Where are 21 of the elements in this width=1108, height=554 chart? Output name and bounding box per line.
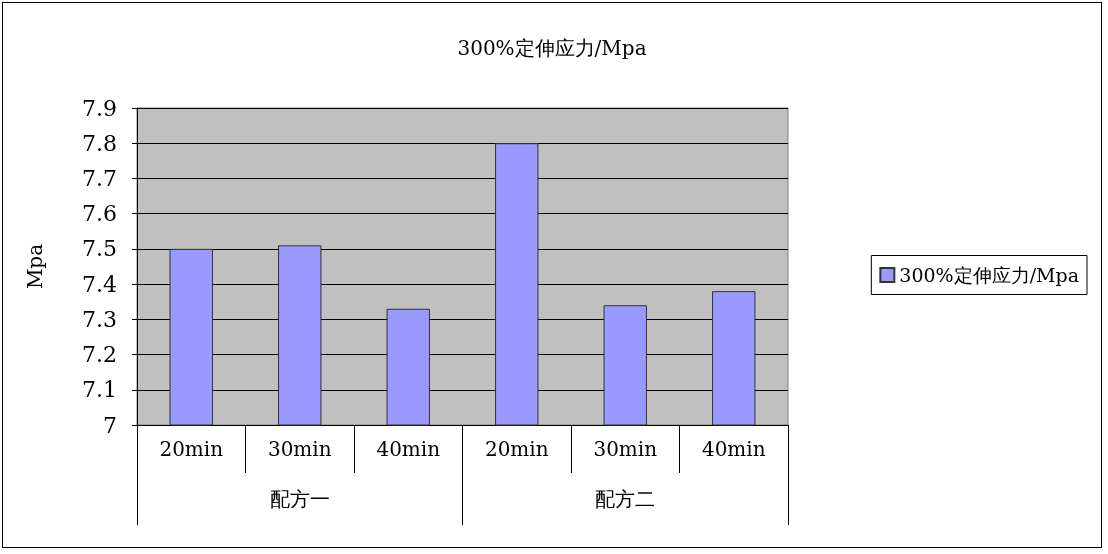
y-tick-label: 7.4 bbox=[82, 271, 117, 297]
y-tick-label: 7.7 bbox=[82, 165, 117, 191]
y-tick-label: 7.3 bbox=[82, 306, 117, 332]
y-tick-label: 7 bbox=[103, 412, 117, 438]
y-tick-label: 7.1 bbox=[82, 377, 117, 403]
x-tick-label: 30min bbox=[267, 437, 332, 461]
text: 配方一 bbox=[269, 487, 330, 511]
chart-title: 300%定伸应力/Mpa bbox=[457, 36, 647, 60]
y-tick-label: 7.9 bbox=[82, 95, 117, 121]
y-tick-label: 7.2 bbox=[82, 342, 117, 368]
x-tick-label: 40min bbox=[376, 437, 441, 461]
x-tick-label: 20min bbox=[159, 437, 224, 461]
x-tick-label: 40min bbox=[701, 437, 766, 461]
legend-label: 300%定伸应力/Mpa bbox=[899, 264, 1080, 286]
y-tick-label: 7.6 bbox=[82, 201, 117, 227]
text: 配方二 bbox=[595, 487, 656, 511]
x-tick-label: 30min bbox=[593, 437, 658, 461]
y-axis-title: Mpa bbox=[23, 243, 47, 290]
y-tick-label: 7.8 bbox=[82, 130, 117, 156]
x-tick-label: 20min bbox=[484, 437, 549, 461]
y-tick-label: 7.5 bbox=[82, 236, 117, 262]
